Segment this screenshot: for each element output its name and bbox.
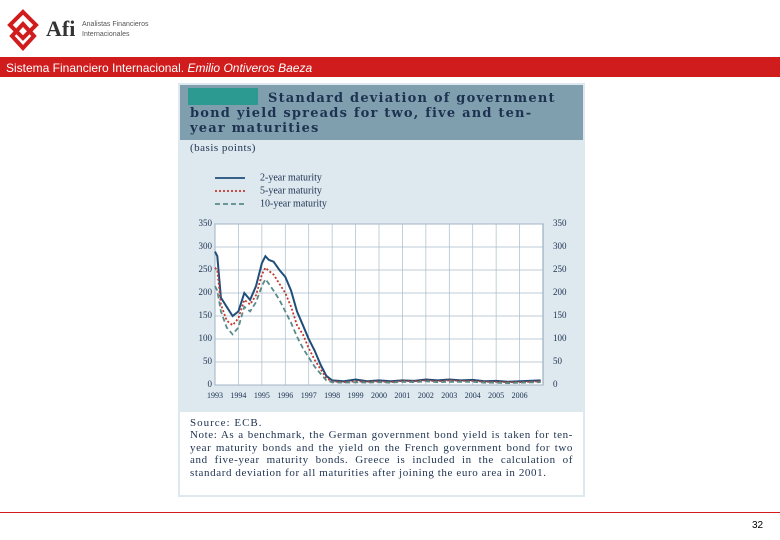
y-tick-label: 300 [199,241,213,251]
y2-tick-label: 300 [553,241,567,251]
note-box [180,412,583,495]
page-number: 32 [752,520,764,531]
y2-tick-label: 150 [553,310,567,320]
series-line [214,251,541,383]
company-line: Analistas Financieros [82,21,149,28]
banner-text: Sistema Financiero Internacional. [6,61,185,75]
x-tick-label: 1993 [207,391,223,400]
y2-tick-label: 350 [553,218,567,228]
separator [168,77,593,81]
y-tick-label: 150 [199,310,213,320]
y-tick-label: 50 [203,356,213,366]
y-tick-label: 350 [199,218,213,228]
chart-panel: Standard deviation of government bond yi… [178,83,585,497]
banner-bar [0,57,780,77]
x-tick-label: 1998 [324,391,340,400]
company-line: Internacionales [82,31,130,38]
y2-tick-label: 250 [553,264,567,274]
x-tick-label: 2000 [371,391,387,400]
legend-label: 2-year maturity [260,172,322,183]
x-tick-label: 2003 [441,391,457,400]
y-tick-label: 200 [199,287,213,297]
legend-label: 5-year maturity [260,185,322,196]
source: Source: ECB. [190,417,263,429]
footer-line [0,512,780,513]
x-tick-label: 1994 [230,391,246,400]
banner: Sistema Financiero Internacional. Emilio… [6,61,312,75]
chart-title: Standard deviation of government bond yi… [190,91,556,136]
y2-tick-label: 0 [553,379,558,389]
x-tick-label: 2006 [512,391,528,400]
x-tick-label: 1997 [301,391,317,400]
series-line [214,266,541,384]
x-tick-label: 2004 [465,391,481,400]
x-tick-label: 2005 [488,391,504,400]
logo-text: Afi [46,16,76,41]
logo-mark [7,9,39,51]
x-tick-label: 1995 [254,391,270,400]
chart-subtitle: (basis points) [190,142,256,154]
x-tick-label: 2001 [394,391,410,400]
y2-tick-label: 100 [553,333,567,343]
plot: 0 0 50 50 100 100 150 150 200 200 250 250 300 300 350 3… [199,172,568,400]
author: Emilio Ontiveros Baeza [187,61,313,75]
y-tick-label: 100 [199,333,213,343]
y-tick-label: 0 [208,379,213,389]
y-tick-label: 250 [199,264,213,274]
note: Note: As a benchmark, the German governm… [190,429,573,479]
x-tick-label: 2002 [418,391,434,400]
x-tick-label: 1999 [348,391,364,400]
legend-label: 10-year maturity [260,198,327,209]
y2-tick-label: 200 [553,287,567,297]
title-tag [188,88,258,105]
y2-tick-label: 50 [553,356,563,366]
x-tick-label: 1996 [277,391,293,400]
